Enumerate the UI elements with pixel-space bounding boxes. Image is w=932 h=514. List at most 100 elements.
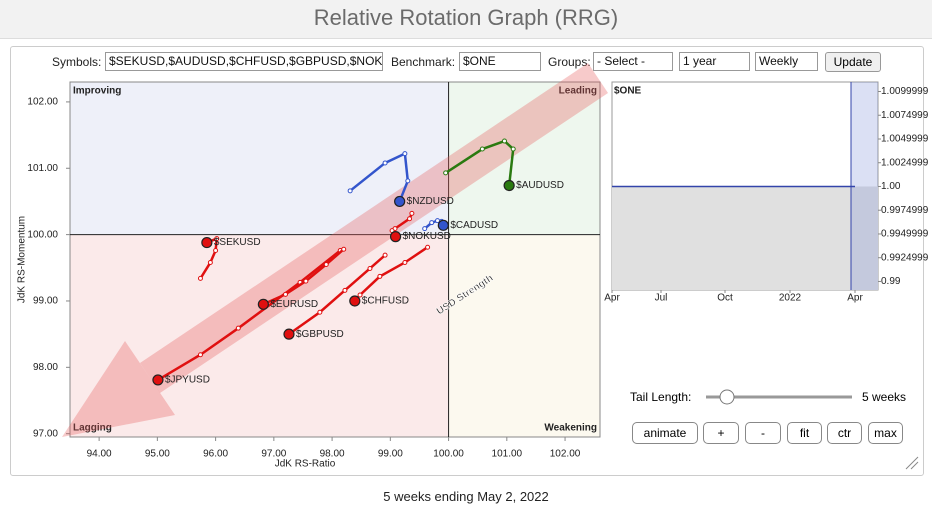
head-point [349,295,361,307]
series-label: $NZDUSD [407,196,454,207]
period-select[interactable]: 1 year [679,52,750,71]
chart-title: $ONE [614,86,642,97]
x-tick-label: Apr [604,293,620,304]
tail-point [323,261,329,267]
series-label: $AUDUSD [516,180,564,191]
tail-point [235,325,241,331]
annotation-arrow-head [62,341,175,437]
head-point [437,219,449,231]
x-tick-label: 101.00 [492,449,523,460]
benchmark-input[interactable]: $ONE [459,52,541,71]
tail-point [425,244,431,250]
tail-point [347,188,353,194]
tail-point [207,259,213,265]
fit-button[interactable]: fit [787,422,822,444]
x-tick-label: 97.00 [261,449,286,460]
plot-frame [69,81,601,438]
y-tick-label: 99.00 [33,296,58,307]
y-tick-label: 0.9949999 [881,229,929,240]
tail-point [214,236,220,242]
tail-length-value: 5 weeks [862,390,907,404]
tail-point [382,160,388,166]
head-point [201,236,213,249]
grip-line [905,456,919,470]
head-point [257,298,269,310]
quadrant-label: Lagging [73,423,112,434]
series-label: $EURUSD [270,299,318,310]
benchmark-chart: $ONE 1.0099999 1.0074999 1.0049999 1.0024999… [604,81,929,304]
zoom-in-button[interactable]: + [703,422,739,444]
quadrant-lagging [70,234,449,437]
y-axis-label: JdK RS-Momentum [17,216,28,303]
y-tick-label: 1.0049999 [881,134,929,145]
tail-point [429,220,435,226]
head-point [394,195,406,208]
y-tick-label: 1.00 [881,181,901,192]
groups-select[interactable]: - Select - [593,52,673,71]
y-tick-label: 97.00 [33,428,58,439]
slider-knob[interactable] [719,389,735,405]
tail-point [357,292,363,298]
quadrant-leading [448,82,600,235]
x-tick-label: 100.00 [433,449,464,460]
rrg-chart: Improving Leading Lagging Weakening 94.00 95.… [17,63,609,470]
y-tick-label: 102.00 [27,97,58,108]
quadrant-label: Improving [73,86,121,97]
tail-point [342,287,348,293]
series-label: $GBPUSD [296,329,344,340]
center-button[interactable]: ctr [827,422,862,444]
x-tick-label: 99.00 [378,449,403,460]
tail-point [282,291,288,297]
x-axis-label: JdK RS-Ratio [275,459,336,470]
tail-point [479,146,485,152]
tail-point [407,216,413,222]
animate-button[interactable]: animate [632,422,698,444]
x-tick-label: 94.00 [87,449,112,460]
head-point [152,374,164,386]
y-tick-label: 1.0024999 [881,157,929,168]
tail-point [510,146,516,152]
x-tick-label: 96.00 [203,449,228,460]
quadrant-improving [70,82,449,235]
panel [10,46,924,476]
tail-point [402,151,408,157]
tail-point [443,170,449,176]
x-tick-label: Apr [847,293,863,304]
symbols-label: Symbols: [52,55,102,69]
series-label: $NOKUSD [403,231,451,242]
max-button[interactable]: max [868,422,903,444]
y-tick-label: 0.9974999 [881,205,929,216]
y-tick-label: 98.00 [33,362,58,373]
tail-length-label: Tail Length: [630,390,692,404]
resize-grip[interactable] [905,456,919,470]
head-point [503,179,515,192]
frequency-select[interactable]: Weekly [755,52,818,71]
quadrant-weakening [448,234,600,437]
y-tick-label: 0.9924999 [881,252,929,263]
y-tick-label: 1.0074999 [881,110,929,121]
series-label: $CADUSD [450,220,498,231]
tail-point [317,309,323,315]
y-tick-label: 101.00 [27,163,58,174]
tail-point [409,210,415,216]
tail-point [367,265,373,271]
footer-caption: 5 weeks ending May 2, 2022 [383,489,549,504]
update-button[interactable]: Update [825,52,881,72]
tail-point [197,275,203,281]
tail-slider[interactable] [706,389,852,405]
x-tick-label: 2022 [779,293,802,304]
quadrant-label: Weakening [544,423,597,434]
benchmark-label: Benchmark: [391,55,456,69]
annotation-arrow-body [139,63,609,393]
x-tick-label: 102.00 [550,449,581,460]
series-label: $CHFUSD [362,296,409,307]
tail-point [382,252,388,258]
x-tick-label: 98.00 [320,449,345,460]
head-point [283,328,295,340]
zoom-out-button[interactable]: - [745,422,781,444]
tail-point [303,278,309,284]
x-tick-label: Oct [717,293,733,304]
symbols-input[interactable]: $SEKUSD,$AUDUSD,$CHFUSD,$GBPUSD,$NOK [105,52,383,71]
